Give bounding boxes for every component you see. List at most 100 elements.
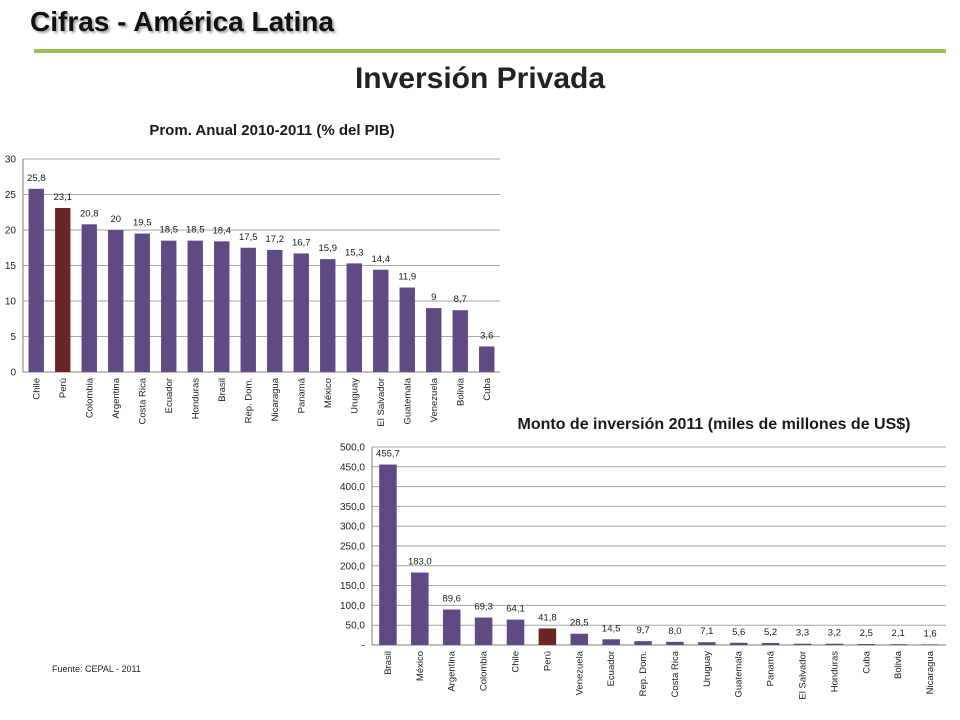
chart1-data-label: 16,7: [292, 237, 311, 248]
chart2-bar: [538, 628, 557, 645]
chart1-bar: [426, 308, 442, 372]
chart2-bar: [921, 644, 939, 645]
chart2-bar: [793, 643, 812, 645]
chart2-y-tick-label: 450,0: [340, 462, 365, 473]
chart1-category-label: Ecuador: [164, 378, 175, 413]
chart1-category-label: Argentina: [111, 377, 122, 418]
chart1-bar: [346, 263, 362, 372]
chart1-bar: [267, 249, 283, 372]
chart2-y-tick-label: 400,0: [340, 482, 365, 493]
chart1-category-label: Chile: [31, 378, 42, 400]
chart1-data-label: 20: [110, 214, 121, 225]
chart1-y-tick-label: 20: [5, 226, 17, 237]
chart2-category-label: México: [415, 651, 426, 681]
chart1-bar: [161, 240, 177, 372]
chart2-category-label: Venezuela: [574, 650, 585, 695]
chart1-bar: [108, 230, 124, 372]
chart2-bar: [602, 639, 620, 645]
chart2-category-label: Cuba: [861, 650, 872, 673]
chart2-y-tick-label: 50,0: [346, 621, 366, 632]
chart2-bar: [825, 643, 844, 645]
chart1-y-tick-label: 25: [5, 190, 17, 201]
chart2-y-tick-label: 250,0: [340, 542, 365, 553]
chart2-data-label: 3,2: [828, 628, 841, 639]
chart2-bar: [761, 642, 780, 645]
chart1-data-label: 3,6: [480, 330, 493, 341]
chart2-data-label: 3,3: [796, 628, 809, 639]
chart1-data-label: 18,5: [160, 225, 179, 236]
chart1-y-tick-label: 10: [5, 297, 17, 308]
chart2-data-label: 14,5: [602, 623, 621, 634]
chart1-category-label: Costa Rica: [137, 377, 148, 424]
chart2-y-tick-label: 300,0: [340, 522, 365, 533]
chart2-category-label: Guatemala: [734, 650, 745, 697]
chart1-y-tick-label: 5: [10, 332, 16, 343]
chart1-category-label: México: [323, 378, 334, 408]
chart1-data-label: 19,5: [133, 218, 152, 229]
chart2-category-label: Nicaragua: [925, 650, 936, 694]
page-title: Inversión Privada: [354, 62, 606, 95]
chart1-data-label: 20,8: [80, 208, 99, 219]
chart2-bar: [857, 644, 876, 645]
chart1-bar: [293, 253, 309, 372]
chart2-category-label: Brasil: [383, 651, 394, 675]
chart1-y-tick-label: 30: [5, 155, 17, 166]
chart1-data-label: 8,7: [454, 294, 467, 305]
chart1-category-label: Panamá: [296, 377, 307, 413]
chart2-bar: [634, 641, 652, 645]
chart2-category-label: El Salvador: [798, 651, 809, 700]
chart1-bar: [81, 224, 97, 372]
chart2-bar: [666, 641, 684, 645]
chart1-category-label: Cuba: [482, 377, 493, 400]
chart1-data-label: 15,9: [319, 243, 338, 254]
chart2-data-label: 9,7: [636, 625, 649, 636]
chart2-category-label: Colombia: [479, 650, 490, 691]
chart1-data-label: 17,2: [266, 234, 285, 245]
chart2-data-label: 2,1: [892, 628, 905, 639]
chart2-data-label: 5,6: [732, 627, 745, 638]
chart1-category-label: Bolivia: [455, 377, 466, 406]
chart1-bar: [452, 310, 468, 372]
chart2-category-label: Costa Rica: [670, 650, 681, 697]
chart2-category-label: Argentina: [447, 650, 458, 691]
chart2-bar: [698, 642, 716, 645]
chart2-y-tick-label: 100,0: [340, 601, 365, 612]
chart1-title: Prom. Anual 2010-2011 (% del PIB): [149, 122, 394, 139]
chart2-bar: [729, 642, 748, 645]
chart2-data-label: 41,8: [538, 612, 557, 623]
chart2-category-label: Ecuador: [606, 651, 617, 686]
chart2-data-label: 5,2: [764, 627, 777, 638]
chart2-bar: [570, 633, 589, 645]
chart1-bar: [214, 241, 230, 372]
chart2-category-label: Uruguay: [702, 651, 713, 687]
chart2-y-tick-label: 350,0: [340, 502, 365, 513]
chart2-data-label: 69,3: [474, 602, 493, 613]
chart1-bar: [320, 259, 336, 372]
chart1-category-label: Nicaragua: [270, 377, 281, 421]
chart2-data-label: 89,6: [442, 594, 461, 605]
chart2-y-tick-label: 200,0: [340, 561, 365, 572]
chart2-category-label: Chile: [511, 651, 522, 673]
header-rule: [34, 49, 946, 53]
chart1-bar: [479, 346, 495, 372]
chart1-data-label: 17,5: [239, 232, 258, 243]
chart1-category-label: Colombia: [84, 377, 95, 418]
chart1-category-label: Uruguay: [349, 378, 360, 414]
chart2-title: Monto de inversión 2011 (miles de millon…: [518, 416, 911, 433]
chart1-category-label: Brasil: [217, 378, 228, 402]
chart1-category-label: Perú: [58, 378, 69, 398]
chart2-data-label: 64,1: [506, 604, 525, 615]
chart1-data-label: 11,9: [398, 272, 416, 283]
chart1-category-label: Guatemala: [402, 377, 413, 424]
chart2-data-label: 28,5: [570, 618, 589, 629]
chart2-bar: [379, 464, 397, 645]
chart1-y-tick-label: 0: [10, 368, 16, 379]
chart2-bar: [442, 609, 461, 645]
chart1-data-label: 9: [431, 292, 436, 303]
chart2-y-tick-label: -: [362, 641, 365, 652]
chart2-data-label: 7,1: [700, 626, 713, 637]
chart1-category-label: El Salvador: [376, 378, 387, 427]
chart2-bar: [889, 644, 907, 645]
chart1-data-label: 14,4: [372, 254, 391, 265]
